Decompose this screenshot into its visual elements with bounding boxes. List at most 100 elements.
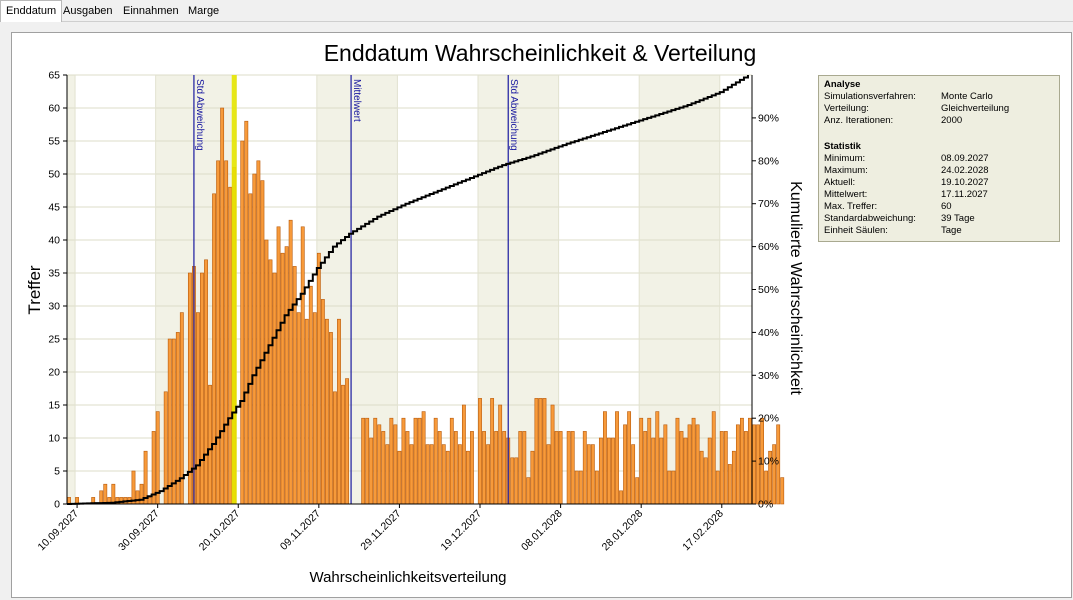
histogram-bar bbox=[655, 411, 660, 505]
marker-lines: Std Abweichung Mittelwert Std Abweichung bbox=[193, 75, 519, 504]
histogram-bar bbox=[578, 470, 583, 505]
cumulative-line-group bbox=[67, 75, 749, 505]
histogram-bar bbox=[534, 398, 539, 505]
stat-row: Minimum: 08.09.2027 bbox=[824, 153, 1054, 165]
histogram-bar bbox=[393, 424, 398, 505]
histogram-bar bbox=[284, 246, 289, 505]
histogram-bar bbox=[224, 160, 229, 505]
marker-label: Std Abweichung bbox=[508, 79, 519, 151]
tab-ausgaben[interactable]: Ausgaben bbox=[63, 5, 113, 17]
histogram-bar bbox=[470, 431, 474, 505]
tab-enddatum[interactable]: Enddatum bbox=[0, 0, 63, 22]
stat-key: Minimum: bbox=[824, 153, 866, 164]
histogram-bar bbox=[671, 470, 676, 505]
y-tick-label: 50 bbox=[48, 169, 60, 181]
histogram-bar bbox=[453, 431, 458, 505]
chart-title: Enddatum Wahrscheinlichkeit & Verteilung bbox=[324, 40, 757, 66]
histogram-bar bbox=[264, 239, 269, 505]
cumulative-line bbox=[67, 75, 749, 505]
histogram-bar bbox=[586, 444, 591, 505]
histogram-bar bbox=[570, 431, 575, 505]
histogram-bar bbox=[538, 398, 543, 505]
histogram-bar bbox=[316, 252, 321, 505]
histogram-bar bbox=[731, 450, 736, 505]
stat-value: 19.10.2027 bbox=[941, 177, 989, 188]
histogram-bar bbox=[304, 318, 309, 505]
stat-key: Anz. Iterationen: bbox=[824, 115, 894, 126]
histogram-bar bbox=[530, 450, 535, 505]
histogram-bar bbox=[268, 259, 273, 505]
histogram-bar bbox=[457, 444, 462, 505]
stat-row: Mittelwert: 17.11.2027 bbox=[824, 189, 1054, 201]
histogram-bar bbox=[772, 444, 777, 505]
histogram-bar bbox=[723, 431, 728, 505]
y-tick-label: 25 bbox=[48, 334, 60, 346]
histogram-bar bbox=[607, 437, 611, 505]
tab-einnahmen[interactable]: Einnahmen bbox=[123, 5, 179, 17]
histogram-bar bbox=[312, 312, 317, 505]
plot-band bbox=[75, 75, 156, 504]
tab-marge[interactable]: Marge bbox=[188, 5, 220, 17]
histogram-bar bbox=[369, 437, 374, 505]
histogram-bar bbox=[345, 378, 349, 505]
y-tick-label: 0 bbox=[54, 499, 60, 511]
histogram-bar bbox=[417, 417, 422, 505]
grid-lines bbox=[67, 74, 752, 505]
histogram-bar bbox=[329, 332, 333, 505]
stat-value: 2000 bbox=[941, 115, 963, 126]
stat-row: Anz. Iterationen: 2000 bbox=[824, 115, 1054, 127]
histogram-bar bbox=[433, 417, 438, 505]
histogram-bar bbox=[409, 444, 414, 505]
histogram-bar bbox=[647, 417, 652, 505]
histogram-bar bbox=[248, 193, 253, 505]
histogram-bar bbox=[594, 470, 599, 505]
histogram-bar bbox=[643, 431, 648, 505]
histogram-bar bbox=[401, 417, 406, 505]
y2-tick-label: 20% bbox=[758, 413, 779, 425]
histogram-bar bbox=[514, 457, 519, 505]
plot-band bbox=[397, 75, 478, 504]
histogram-bar bbox=[635, 477, 640, 505]
histogram-bar bbox=[627, 411, 632, 505]
histogram-bar bbox=[675, 417, 680, 505]
histogram-bar bbox=[683, 437, 688, 505]
y-tick-label: 55 bbox=[48, 136, 60, 148]
x-tick-label: 20.10.2027 bbox=[197, 508, 243, 554]
histogram-bar bbox=[522, 431, 527, 505]
histogram-bar bbox=[748, 417, 752, 505]
histogram-bar bbox=[679, 431, 684, 505]
marker-label: Mittelwert bbox=[351, 79, 362, 122]
histogram-bar bbox=[296, 312, 301, 505]
histogram-bar bbox=[308, 285, 313, 505]
plot-band bbox=[67, 75, 76, 504]
histogram-bar bbox=[639, 417, 644, 505]
histogram-bar bbox=[405, 431, 410, 505]
histogram-bar bbox=[494, 431, 499, 505]
histogram-bar bbox=[740, 417, 744, 505]
y2-tick-label: 70% bbox=[758, 198, 779, 210]
histogram-bar bbox=[611, 437, 615, 505]
y2-tick-label: 0% bbox=[758, 499, 773, 511]
histogram-bar bbox=[389, 417, 394, 505]
histogram-bar bbox=[546, 444, 551, 505]
histogram-bar bbox=[244, 120, 249, 505]
histogram-bar bbox=[272, 272, 277, 505]
y2-tick-label: 80% bbox=[758, 155, 779, 167]
histogram-bar bbox=[449, 417, 454, 505]
y-tick-label: 40 bbox=[48, 235, 60, 247]
tab-bar: Enddatum Ausgaben Einnahmen Marge bbox=[0, 0, 1073, 22]
histogram-bar bbox=[659, 437, 664, 505]
histogram-bar bbox=[510, 457, 515, 505]
y2-tick-label: 60% bbox=[758, 241, 779, 253]
histogram-bar bbox=[554, 431, 559, 505]
histogram-bar bbox=[365, 417, 370, 505]
histogram-bar bbox=[498, 404, 503, 505]
stat-key: Mittelwert: bbox=[824, 189, 868, 200]
histogram-bar bbox=[687, 424, 692, 505]
histogram-bar bbox=[466, 450, 470, 505]
histogram-bar bbox=[131, 470, 136, 505]
y-tick-label: 45 bbox=[48, 202, 60, 214]
stat-row: Simulationsverfahren: Monte Carlo bbox=[824, 91, 1054, 103]
stat-row: Aktuell: 19.10.2027 bbox=[824, 177, 1054, 189]
x-tick-label: 17.02.2028 bbox=[680, 508, 726, 554]
